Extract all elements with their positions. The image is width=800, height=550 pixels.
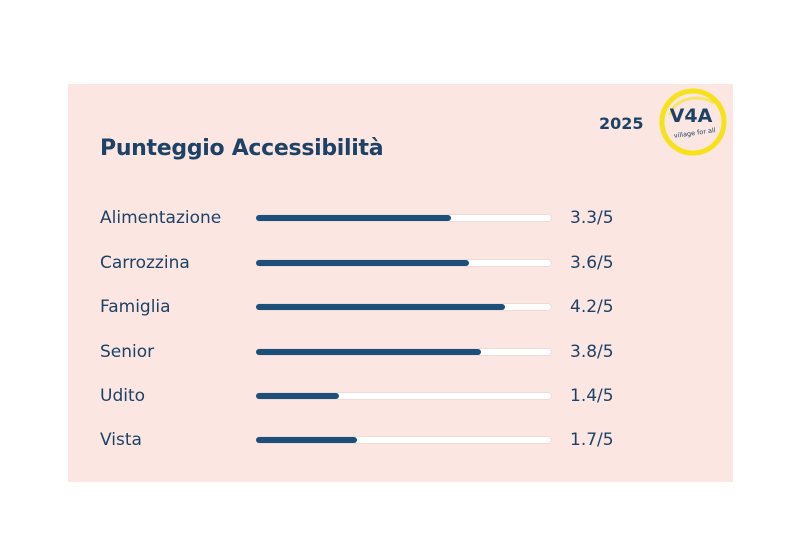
score-bar-fill [256,215,452,221]
page-title: Punteggio Accessibilità [100,136,384,161]
score-row-carrozzina: Carrozzina 3.6/5 [100,251,660,275]
score-bar-fill [256,393,339,399]
score-bar-track [256,214,552,222]
score-label: Senior [100,342,155,362]
score-bar-track [256,436,552,444]
score-row-famiglia: Famiglia 4.2/5 [100,295,660,319]
score-bar-fill [256,437,357,443]
score-value: 3.3/5 [570,208,614,228]
score-bar-fill [256,304,505,310]
score-bar-track [256,348,552,356]
score-value: 4.2/5 [570,297,614,317]
score-row-alimentazione: Alimentazione 3.3/5 [100,206,660,230]
score-row-vista: Vista 1.7/5 [100,428,660,452]
score-bar-track [256,259,552,267]
score-label: Carrozzina [100,253,190,273]
score-value: 3.8/5 [570,342,614,362]
score-label: Famiglia [100,297,171,317]
score-row-udito: Udito 1.4/5 [100,384,660,408]
score-label: Vista [100,430,142,450]
score-value: 1.4/5 [570,386,614,406]
score-label: Udito [100,386,146,406]
score-value: 1.7/5 [570,430,614,450]
score-bar-track [256,303,552,311]
year-label: 2025 [599,114,644,133]
score-bar-fill [256,260,470,266]
score-bar-fill [256,349,481,355]
accessibility-score-card: 2025 V4A village for all Punteggio Acces… [68,84,733,482]
score-bar-track [256,392,552,400]
score-label: Alimentazione [100,208,222,228]
logo-mark: V4A [670,105,713,127]
score-row-senior: Senior 3.8/5 [100,340,660,364]
logo-tagline: village for all [673,126,716,140]
score-value: 3.6/5 [570,253,614,273]
v4a-logo: V4A village for all [658,87,728,157]
